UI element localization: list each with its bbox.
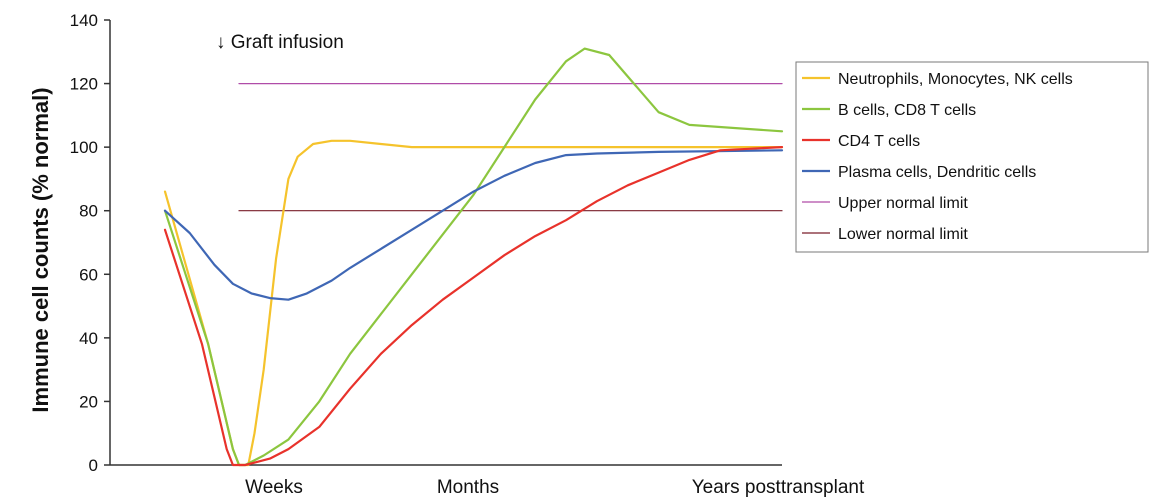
legend: Neutrophils, Monocytes, NK cells B cells,… bbox=[802, 71, 1073, 243]
series-line-3 bbox=[163, 149, 784, 301]
y-tick-label: 0 bbox=[89, 456, 98, 475]
y-tick-label: 140 bbox=[70, 11, 98, 30]
graft-infusion-annotation: ↓ Graft infusion bbox=[216, 32, 344, 53]
series-line-0 bbox=[163, 139, 784, 467]
y-axis-label: Immune cell counts (% normal) bbox=[28, 87, 53, 412]
legend-label-0: Neutrophils, Monocytes, NK cells bbox=[838, 71, 1073, 88]
legend-label-5: Lower normal limit bbox=[838, 226, 968, 243]
y-tick-label: 40 bbox=[79, 329, 98, 348]
y-tick-label: 100 bbox=[70, 138, 98, 157]
legend-label-2: CD4 T cells bbox=[838, 133, 920, 150]
y-tick-label: 60 bbox=[79, 265, 98, 284]
legend-box bbox=[795, 61, 1149, 253]
legend-label-1: B cells, CD8 T cells bbox=[838, 102, 976, 119]
x-tick-label-weeks: Weeks bbox=[245, 477, 303, 498]
y-tick-label: 120 bbox=[70, 75, 98, 94]
x-tick-label-months: Months bbox=[437, 477, 499, 498]
y-ticks: 0 20 40 60 80 100 120 140 bbox=[70, 11, 110, 475]
y-tick-label: 20 bbox=[79, 392, 98, 411]
series-line-1 bbox=[163, 47, 784, 467]
x-tick-label-years: Years posttransplant bbox=[692, 477, 865, 498]
y-tick-label: 80 bbox=[79, 202, 98, 221]
legend-label-4: Upper normal limit bbox=[838, 195, 968, 212]
legend-label-3: Plasma cells, Dendritic cells bbox=[838, 164, 1036, 181]
series-layer bbox=[163, 47, 784, 467]
series-line-2 bbox=[163, 146, 784, 467]
